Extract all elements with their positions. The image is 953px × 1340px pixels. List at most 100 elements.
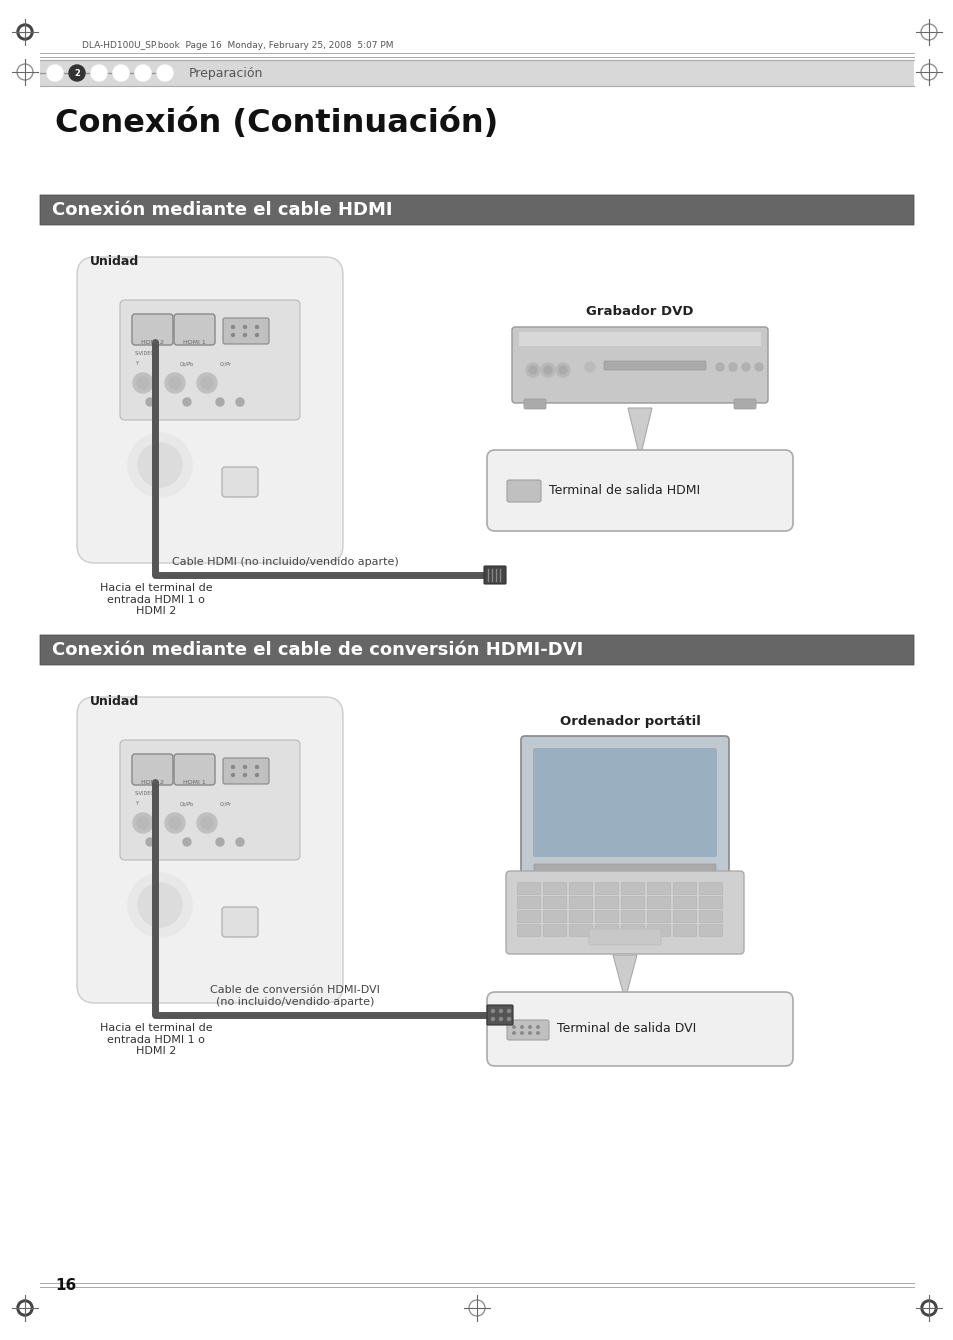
FancyBboxPatch shape	[673, 910, 696, 922]
Text: HDMI 2: HDMI 2	[140, 340, 163, 344]
Polygon shape	[627, 407, 651, 458]
Circle shape	[543, 366, 552, 374]
Text: Ordenador portátil: Ordenador portátil	[559, 716, 700, 728]
FancyBboxPatch shape	[517, 925, 540, 937]
Circle shape	[128, 872, 192, 937]
FancyBboxPatch shape	[543, 910, 566, 922]
FancyBboxPatch shape	[647, 883, 670, 895]
FancyBboxPatch shape	[517, 896, 540, 909]
FancyBboxPatch shape	[647, 896, 670, 909]
FancyBboxPatch shape	[483, 565, 505, 584]
Circle shape	[137, 377, 149, 389]
Circle shape	[741, 363, 749, 371]
Text: Cb/Pb: Cb/Pb	[180, 360, 193, 366]
Text: HDMI 2: HDMI 2	[140, 780, 163, 785]
Circle shape	[69, 66, 85, 80]
Text: Unidad: Unidad	[90, 695, 139, 708]
FancyBboxPatch shape	[647, 910, 670, 922]
Circle shape	[520, 1032, 522, 1034]
Text: Y: Y	[135, 801, 138, 805]
Circle shape	[525, 363, 539, 377]
Circle shape	[183, 838, 191, 846]
Text: 16: 16	[55, 1277, 76, 1293]
FancyBboxPatch shape	[543, 896, 566, 909]
Circle shape	[920, 1300, 936, 1316]
Circle shape	[537, 1032, 538, 1034]
Circle shape	[584, 362, 595, 373]
Circle shape	[243, 334, 246, 336]
Circle shape	[528, 1032, 531, 1034]
FancyBboxPatch shape	[699, 883, 721, 895]
Circle shape	[499, 1009, 502, 1013]
FancyBboxPatch shape	[40, 635, 913, 665]
FancyBboxPatch shape	[132, 754, 172, 785]
Circle shape	[255, 773, 258, 776]
Circle shape	[540, 363, 555, 377]
Circle shape	[137, 817, 149, 829]
FancyBboxPatch shape	[620, 925, 644, 937]
Circle shape	[165, 813, 185, 833]
Circle shape	[157, 66, 172, 80]
Circle shape	[537, 1026, 538, 1028]
Text: DLA-HD100U_SP.book  Page 16  Monday, February 25, 2008  5:07 PM: DLA-HD100U_SP.book Page 16 Monday, Febru…	[82, 40, 393, 50]
FancyBboxPatch shape	[486, 450, 792, 531]
Circle shape	[556, 363, 569, 377]
Text: Preparación: Preparación	[189, 67, 263, 79]
FancyBboxPatch shape	[222, 907, 257, 937]
FancyBboxPatch shape	[486, 992, 792, 1067]
FancyBboxPatch shape	[569, 925, 592, 937]
FancyBboxPatch shape	[533, 748, 717, 858]
FancyBboxPatch shape	[543, 925, 566, 937]
Text: Hacia el terminal de
entrada HDMI 1 o
HDMI 2: Hacia el terminal de entrada HDMI 1 o HD…	[100, 583, 213, 616]
Text: Cable de conversión HDMI-DVI
(no incluido/vendido aparte): Cable de conversión HDMI-DVI (no incluid…	[210, 985, 379, 1006]
Text: S-VIDEO: S-VIDEO	[135, 791, 155, 796]
Text: 2: 2	[74, 68, 80, 78]
FancyBboxPatch shape	[132, 314, 172, 344]
Circle shape	[196, 813, 216, 833]
FancyBboxPatch shape	[40, 60, 913, 86]
Text: Terminal de salida DVI: Terminal de salida DVI	[557, 1022, 696, 1036]
Circle shape	[132, 813, 152, 833]
Circle shape	[135, 66, 151, 80]
FancyBboxPatch shape	[569, 883, 592, 895]
FancyBboxPatch shape	[699, 925, 721, 937]
Circle shape	[165, 373, 185, 393]
Circle shape	[169, 377, 181, 389]
Circle shape	[558, 366, 566, 374]
Circle shape	[529, 366, 537, 374]
Circle shape	[235, 398, 244, 406]
Text: Grabador DVD: Grabador DVD	[586, 306, 693, 318]
FancyBboxPatch shape	[673, 896, 696, 909]
Circle shape	[215, 838, 224, 846]
Circle shape	[513, 1032, 515, 1034]
FancyBboxPatch shape	[673, 925, 696, 937]
Circle shape	[728, 363, 737, 371]
Circle shape	[232, 334, 234, 336]
Circle shape	[47, 66, 63, 80]
Circle shape	[499, 1017, 502, 1021]
Circle shape	[146, 398, 153, 406]
Circle shape	[528, 1026, 531, 1028]
Polygon shape	[613, 955, 637, 1000]
FancyBboxPatch shape	[505, 871, 743, 954]
FancyBboxPatch shape	[173, 314, 214, 344]
FancyBboxPatch shape	[40, 196, 913, 225]
Circle shape	[716, 363, 723, 371]
FancyBboxPatch shape	[486, 1005, 513, 1025]
Text: S-VIDEO: S-VIDEO	[135, 351, 155, 356]
FancyBboxPatch shape	[506, 480, 540, 502]
Circle shape	[255, 765, 258, 769]
FancyBboxPatch shape	[595, 883, 618, 895]
Circle shape	[201, 817, 213, 829]
Circle shape	[20, 1302, 30, 1313]
FancyBboxPatch shape	[534, 864, 716, 876]
Circle shape	[491, 1009, 494, 1013]
Circle shape	[146, 838, 153, 846]
Text: HDMI 1: HDMI 1	[182, 340, 205, 344]
Circle shape	[243, 773, 246, 776]
Circle shape	[232, 765, 234, 769]
FancyBboxPatch shape	[733, 399, 755, 409]
FancyBboxPatch shape	[77, 697, 343, 1004]
FancyBboxPatch shape	[569, 896, 592, 909]
Circle shape	[491, 1017, 494, 1021]
